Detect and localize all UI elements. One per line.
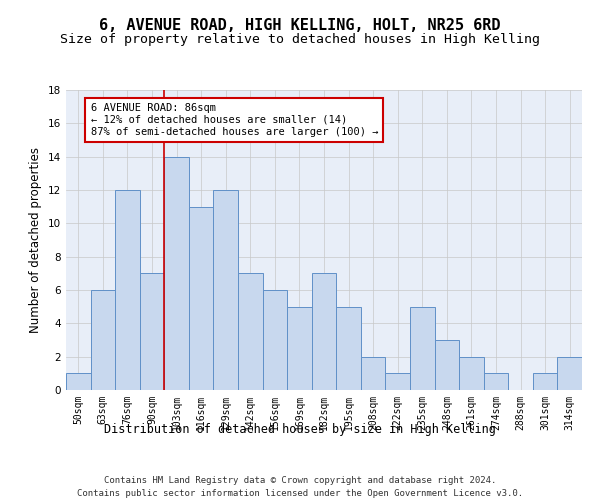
Bar <box>361 356 385 390</box>
Y-axis label: Number of detached properties: Number of detached properties <box>29 147 43 333</box>
Bar <box>385 374 410 390</box>
Text: Size of property relative to detached houses in High Kelling: Size of property relative to detached ho… <box>60 32 540 46</box>
Bar <box>164 156 189 390</box>
Text: Contains HM Land Registry data © Crown copyright and database right 2024.
Contai: Contains HM Land Registry data © Crown c… <box>77 476 523 498</box>
Bar <box>557 356 582 390</box>
Bar <box>533 374 557 390</box>
Bar <box>66 374 91 390</box>
Text: 6 AVENUE ROAD: 86sqm
← 12% of detached houses are smaller (14)
87% of semi-detac: 6 AVENUE ROAD: 86sqm ← 12% of detached h… <box>91 104 378 136</box>
Bar <box>484 374 508 390</box>
Bar <box>214 190 238 390</box>
Bar <box>336 306 361 390</box>
Text: Distribution of detached houses by size in High Kelling: Distribution of detached houses by size … <box>104 422 496 436</box>
Bar <box>434 340 459 390</box>
Bar <box>263 290 287 390</box>
Bar <box>189 206 214 390</box>
Text: 6, AVENUE ROAD, HIGH KELLING, HOLT, NR25 6RD: 6, AVENUE ROAD, HIGH KELLING, HOLT, NR25… <box>99 18 501 32</box>
Bar <box>459 356 484 390</box>
Bar <box>410 306 434 390</box>
Bar <box>238 274 263 390</box>
Bar <box>287 306 312 390</box>
Bar <box>91 290 115 390</box>
Bar <box>312 274 336 390</box>
Bar <box>115 190 140 390</box>
Bar <box>140 274 164 390</box>
